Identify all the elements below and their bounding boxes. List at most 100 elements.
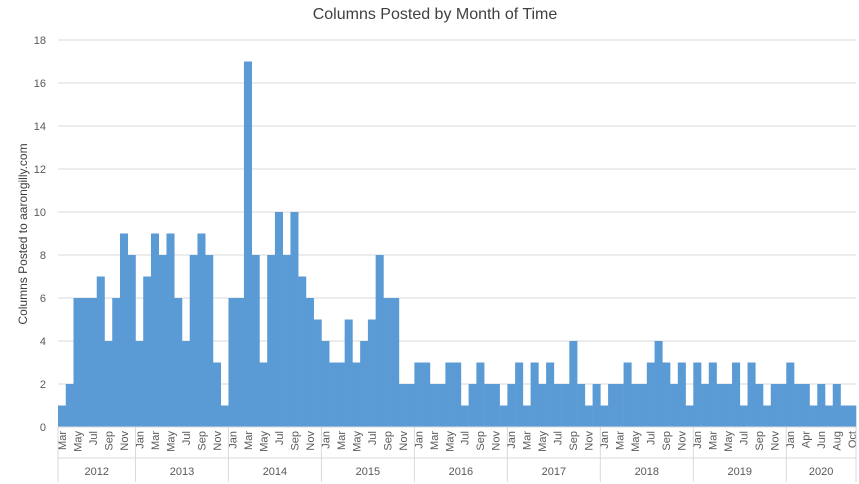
bar-2013-Jul xyxy=(181,341,191,427)
bar-2018-Dec xyxy=(685,405,694,427)
x-tick-label: Nov xyxy=(491,431,503,451)
bar-2020-May xyxy=(809,405,818,427)
x-tick-label: Sep xyxy=(196,431,208,451)
x-tick-label: May xyxy=(537,431,549,452)
y-tick-label: 4 xyxy=(40,336,46,348)
bar-2020-Mar xyxy=(794,384,803,427)
bar-2018-Nov xyxy=(677,362,686,427)
bar-2015-May xyxy=(352,362,361,427)
bar-2014-Oct xyxy=(298,276,307,427)
x-tick-label: Aug xyxy=(832,431,844,451)
y-tick-label: 6 xyxy=(40,293,46,305)
bar-2018-Oct xyxy=(670,384,679,427)
x-tick-label: May xyxy=(630,431,642,452)
bar-2019-May xyxy=(724,384,733,427)
bar-2016-Dec xyxy=(499,405,508,427)
x-tick-label: Jan xyxy=(599,431,611,449)
x-tick-label: Jul xyxy=(181,431,193,445)
bar-2017-Jul xyxy=(553,384,562,427)
x-tick-label: Mar xyxy=(429,431,441,450)
bar-2018-Sep xyxy=(662,362,671,427)
bar-2018-Feb xyxy=(608,384,617,427)
bar-2018-Aug xyxy=(654,341,663,427)
x-tick-label: May xyxy=(723,431,735,452)
bar-2014-Jul xyxy=(274,212,283,427)
bar-2018-Jul xyxy=(646,362,655,427)
bar-2018-Jun xyxy=(639,384,648,427)
bar-2014-Dec xyxy=(313,319,322,427)
bar-2014-Apr xyxy=(251,255,260,427)
y-tick-label: 16 xyxy=(34,78,46,90)
bar-2019-Dec xyxy=(778,384,787,427)
bar-2014-Jun xyxy=(267,255,276,427)
x-tick-label: Jan xyxy=(692,431,704,449)
bar-2019-Aug xyxy=(747,362,756,427)
bar-2015-Feb xyxy=(329,362,338,427)
x-tick-label: Mar xyxy=(57,431,69,450)
x-tick-label: Jan xyxy=(320,431,332,449)
x-tick-label: Apr xyxy=(801,431,813,448)
bar-2013-Mar xyxy=(150,233,160,427)
bar-2014-Jan xyxy=(228,298,237,427)
chart-title: Columns Posted by Month of Time xyxy=(313,6,558,23)
bar-2020-Jun xyxy=(817,384,826,427)
bar-2012-Nov xyxy=(119,233,129,427)
x-tick-label: Jan xyxy=(785,431,797,449)
x-tick-label: Jun xyxy=(816,431,828,449)
bar-2020-Apr xyxy=(801,384,810,427)
bar-2017-Sep xyxy=(569,341,578,427)
x-tick-label: Nov xyxy=(677,431,689,451)
bar-2018-Mar xyxy=(615,384,624,427)
bar-2017-Dec xyxy=(592,384,601,427)
x-tick-label: Sep xyxy=(568,431,580,451)
year-label: 2017 xyxy=(542,466,566,478)
bar-2013-Oct xyxy=(205,255,214,427)
bar-2016-Mar xyxy=(429,384,438,427)
bar-2012-May xyxy=(73,298,82,427)
bar-2013-Dec xyxy=(220,405,229,427)
bar-2016-Jul xyxy=(460,405,469,427)
x-tick-label: Sep xyxy=(661,431,673,451)
x-tick-label: May xyxy=(258,431,270,452)
bar-2016-Aug xyxy=(468,384,477,427)
bar-2013-Nov xyxy=(212,362,221,427)
bar-2019-Jan xyxy=(693,362,702,427)
bar-2015-Jan xyxy=(321,341,330,427)
bar-2017-May xyxy=(538,384,547,427)
x-tick-label: Nov xyxy=(119,431,131,451)
bar-2019-Mar xyxy=(708,362,717,427)
bar-2012-Sep xyxy=(104,341,113,427)
bar-2017-Jun xyxy=(546,362,555,427)
bar-2019-Oct xyxy=(763,405,772,427)
x-tick-label: May xyxy=(444,431,456,452)
x-tick-label: Mar xyxy=(150,431,162,450)
bar-2019-Apr xyxy=(716,384,725,427)
bar-2016-Jun xyxy=(453,362,462,427)
bar-2016-Sep xyxy=(476,362,485,427)
x-tick-label: Nov xyxy=(398,431,410,451)
x-tick-label: Mar xyxy=(243,431,255,450)
bar-2013-Apr xyxy=(158,255,167,427)
bar-2019-Sep xyxy=(755,384,764,427)
x-tick-label: Sep xyxy=(382,431,394,451)
bar-2016-Oct xyxy=(484,384,493,427)
y-tick-label: 0 xyxy=(40,422,46,434)
bar-2015-Apr xyxy=(344,319,353,427)
year-label: 2020 xyxy=(809,466,833,478)
bar-2020-Jan xyxy=(786,362,795,427)
bar-2015-Sep xyxy=(383,298,392,427)
bar-2014-Nov xyxy=(305,298,314,427)
bar-2013-Jan xyxy=(135,341,144,427)
x-tick-label: Nov xyxy=(584,431,596,451)
bar-2018-Jan xyxy=(600,405,609,427)
bar-2019-Jun xyxy=(732,362,741,427)
bar-2020-Aug xyxy=(832,384,841,427)
bar-2015-Jun xyxy=(360,341,369,427)
bar-2019-Feb xyxy=(701,384,710,427)
x-tick-label: Jul xyxy=(646,431,658,445)
bar-2015-Nov xyxy=(398,384,407,427)
x-tick-label: Mar xyxy=(336,431,348,450)
bar-2013-Sep xyxy=(197,233,206,427)
bar-2014-Feb xyxy=(236,298,245,427)
